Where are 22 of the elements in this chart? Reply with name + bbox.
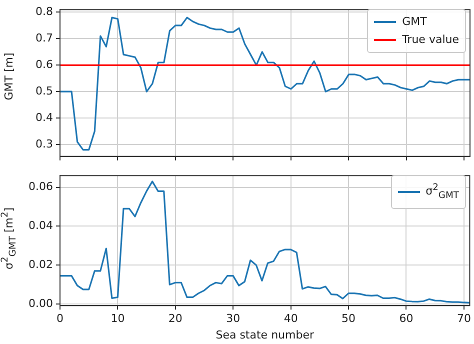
x-tick-label: 30 (226, 312, 240, 326)
y-tick-label: 0.00 (28, 296, 53, 310)
x-tick-label: 70 (456, 312, 471, 326)
x-tick-label: 0 (56, 312, 64, 326)
y-tick-label: 0.7 (36, 32, 53, 45)
y-tick-label: 0.3 (36, 137, 53, 150)
legend-label: True value (402, 32, 459, 48)
y-tick-label: 0.5 (36, 84, 53, 98)
x-axis-title: Sea state number (216, 328, 314, 342)
legend-label: GMT (402, 14, 427, 30)
x-tick-label: 20 (168, 312, 182, 326)
y-tick-label: 0.06 (28, 180, 53, 194)
y-tick-label: 0.8 (36, 5, 53, 18)
y-tick-label: 0.02 (28, 258, 53, 271)
y-axis-title: GMT [m] (2, 52, 16, 100)
y-tick-label: 0.6 (36, 58, 53, 72)
x-tick-label: 50 (342, 312, 356, 326)
x-tick-label: 10 (110, 312, 125, 326)
x-tick-label: 60 (399, 312, 414, 326)
x-tick-label: 40 (284, 312, 298, 326)
y-tick-label: 0.4 (36, 110, 53, 124)
y-tick-label: 0.04 (28, 219, 53, 232)
